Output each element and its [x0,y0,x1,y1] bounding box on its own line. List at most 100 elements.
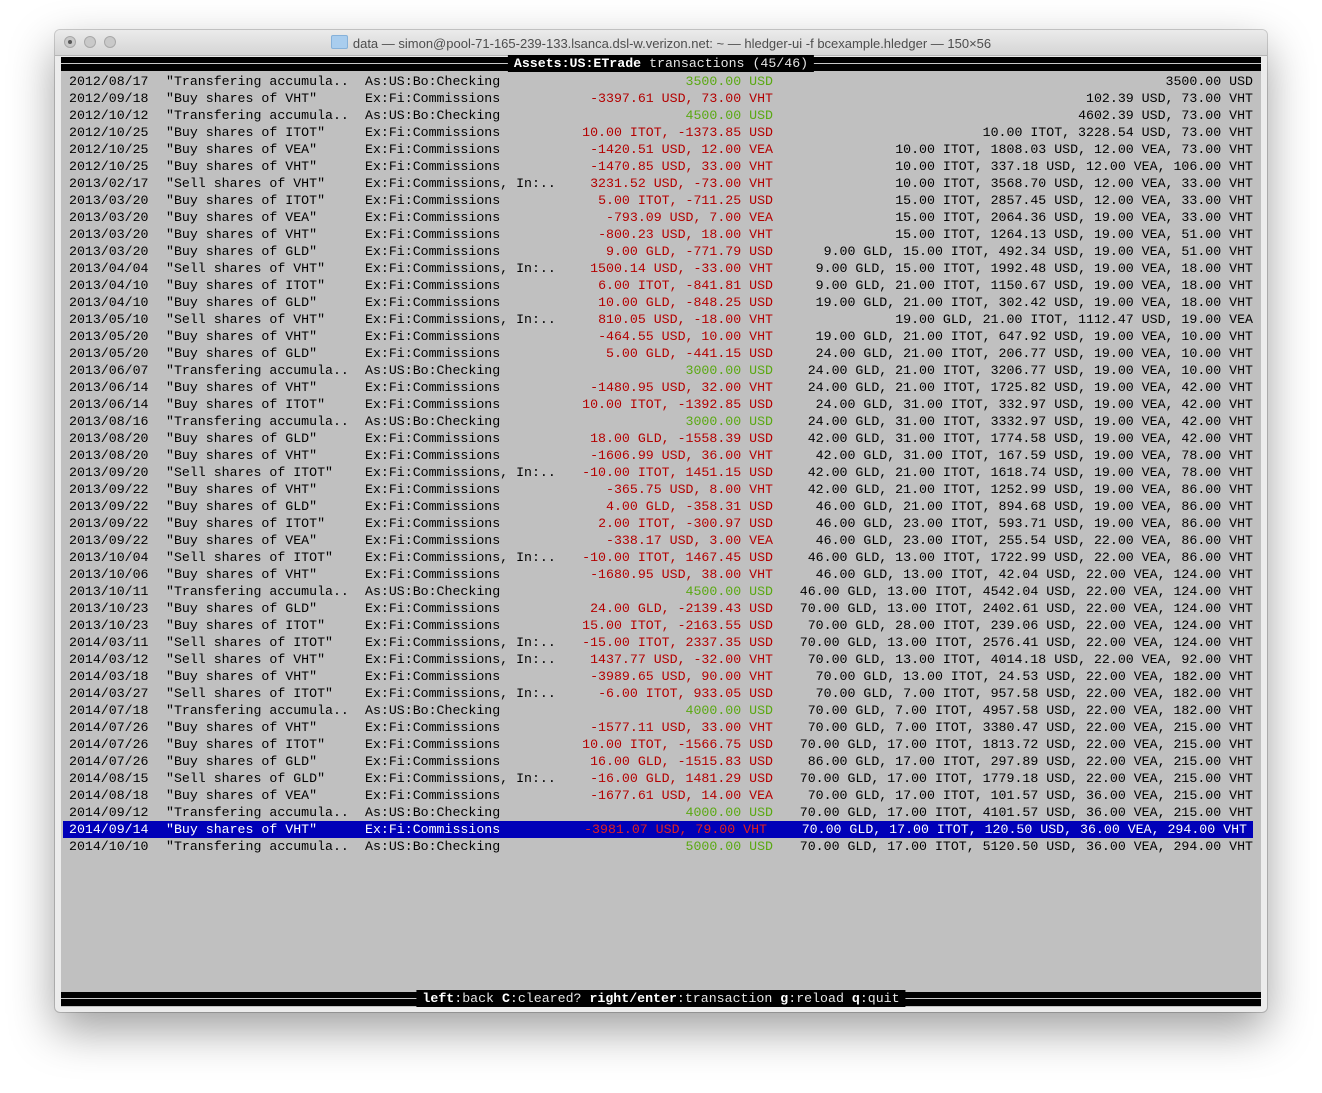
transaction-row[interactable]: 2014/08/15 "Sell shares of GLD" Ex:Fi:Comm… [61,770,1261,787]
transaction-other-accounts: Ex:Fi:Commissions, In:.. [365,465,556,480]
transaction-row[interactable]: 2013/10/23 "Buy shares of GLD" Ex:Fi:Commi… [61,600,1261,617]
transaction-other-accounts: Ex:Fi:Commissions, In:.. [365,176,556,191]
transaction-amount: -1470.85 USD, 33.00 VHT [590,159,773,174]
transaction-row[interactable]: 2013/03/20 "Buy shares of VEA" Ex:Fi:Commi… [61,209,1261,226]
running-balance: 70.00 GLD, 17.00 ITOT, 4101.57 USD, 36.0… [799,805,1253,820]
transaction-row[interactable]: 2013/04/04 "Sell shares of VHT" Ex:Fi:Comm… [61,260,1261,277]
transaction-other-accounts: Ex:Fi:Commissions [365,210,501,225]
key-action-transaction: transaction [684,991,773,1006]
transaction-row[interactable]: 2012/09/18 "Buy shares of VHT" Ex:Fi:Commi… [61,90,1261,107]
transaction-description: "Buy shares of VHT" [166,822,318,837]
zoom-button[interactable] [104,36,116,48]
running-balance: 4602.39 USD, 73.00 VHT [1078,108,1253,123]
transaction-row[interactable]: 2013/05/20 "Buy shares of VHT" Ex:Fi:Commi… [61,328,1261,345]
transaction-row[interactable]: 2013/03/20 "Buy shares of VHT" Ex:Fi:Commi… [61,226,1261,243]
transaction-row[interactable]: 2012/08/17 "Transfering accumula.. As:US:B… [61,73,1261,90]
transaction-row[interactable]: 2012/10/12 "Transfering accumula.. As:US:B… [61,107,1261,124]
transaction-date: 2013/08/20 [69,431,149,446]
transaction-row[interactable]: 2012/10/25 "Buy shares of ITOT" Ex:Fi:Comm… [61,124,1261,141]
transaction-row[interactable]: 2014/07/26 "Buy shares of ITOT" Ex:Fi:Comm… [61,736,1261,753]
transaction-amount: -1677.61 USD, 14.00 VEA [590,788,773,803]
transaction-row[interactable]: 2014/10/10 "Transfering accumula.. As:US:B… [61,838,1261,855]
key-action-back: back [462,991,494,1006]
transaction-row[interactable]: 2014/07/26 "Buy shares of VHT" Ex:Fi:Commi… [61,719,1261,736]
transaction-row[interactable]: 2013/09/22 "Buy shares of VEA" Ex:Fi:Commi… [61,532,1261,549]
transaction-row[interactable]: 2014/07/26 "Buy shares of GLD" Ex:Fi:Commi… [61,753,1261,770]
running-balance: 15.00 ITOT, 2064.36 USD, 19.00 VEA, 33.0… [895,210,1253,225]
transaction-description: "Buy shares of VHT" [166,329,318,344]
key-action-quit: quit [867,991,900,1006]
transaction-date: 2014/08/15 [69,771,149,786]
running-balance: 70.00 GLD, 17.00 ITOT, 120.50 USD, 36.00… [801,822,1247,837]
transaction-row[interactable]: 2012/10/25 "Buy shares of VHT" Ex:Fi:Commi… [61,158,1261,175]
transaction-date: 2013/05/20 [69,329,149,344]
transaction-amount: -464.55 USD, 10.00 VHT [598,329,773,344]
running-balance: 19.00 GLD, 21.00 ITOT, 647.92 USD, 19.00… [815,329,1253,344]
transaction-row[interactable]: 2013/10/23 "Buy shares of ITOT" Ex:Fi:Comm… [61,617,1261,634]
transaction-amount: 810.05 USD, -18.00 VHT [598,312,773,327]
close-button[interactable] [64,36,76,48]
transaction-row[interactable]: 2014/08/18 "Buy shares of VEA" Ex:Fi:Commi… [61,787,1261,804]
running-balance: 70.00 GLD, 17.00 ITOT, 1779.18 USD, 22.0… [799,771,1253,786]
transaction-row[interactable]: 2014/03/11 "Sell shares of ITOT" Ex:Fi:Com… [61,634,1261,651]
transaction-date: 2013/02/17 [69,176,149,191]
transaction-description: "Transfering accumula.. [166,805,349,820]
transaction-row[interactable]: 2013/10/11 "Transfering accumula.. As:US:B… [61,583,1261,600]
running-balance: 70.00 GLD, 7.00 ITOT, 4957.58 USD, 22.00… [807,703,1253,718]
transaction-row-selected[interactable]: 2014/09/14 "Buy shares of VHT" Ex:Fi:Commi… [63,821,1253,838]
transaction-row[interactable]: 2013/06/14 "Buy shares of ITOT" Ex:Fi:Comm… [61,396,1261,413]
running-balance: 3500.00 USD [1165,74,1253,89]
transaction-amount: 9.00 GLD, -771.79 USD [606,244,773,259]
transaction-row[interactable]: 2013/09/22 "Buy shares of ITOT" Ex:Fi:Comm… [61,515,1261,532]
transaction-description: "Buy shares of GLD" [166,244,318,259]
transaction-row[interactable]: 2013/05/10 "Sell shares of VHT" Ex:Fi:Comm… [61,311,1261,328]
transaction-row[interactable]: 2013/03/20 "Buy shares of ITOT" Ex:Fi:Comm… [61,192,1261,209]
transaction-row[interactable]: 2013/05/20 "Buy shares of GLD" Ex:Fi:Commi… [61,345,1261,362]
transaction-other-accounts: Ex:Fi:Commissions [365,278,501,293]
transaction-other-accounts: Ex:Fi:Commissions, In:.. [365,635,556,650]
transaction-row[interactable]: 2013/10/04 "Sell shares of ITOT" Ex:Fi:Com… [61,549,1261,566]
transaction-date: 2013/04/04 [69,261,149,276]
transaction-row[interactable]: 2013/04/10 "Buy shares of GLD" Ex:Fi:Commi… [61,294,1261,311]
transaction-row[interactable]: 2013/04/10 "Buy shares of ITOT" Ex:Fi:Comm… [61,277,1261,294]
running-balance: 24.00 GLD, 31.00 ITOT, 332.97 USD, 19.00… [815,397,1253,412]
transaction-description: "Buy shares of ITOT" [166,618,326,633]
transaction-description: "Sell shares of ITOT" [166,686,333,701]
transaction-row[interactable]: 2013/09/20 "Sell shares of ITOT" Ex:Fi:Com… [61,464,1261,481]
transaction-amount: -3981.07 USD, 79.00 VHT [584,822,767,837]
transaction-other-accounts: Ex:Fi:Commissions, In:.. [365,652,556,667]
transaction-row[interactable]: 2014/07/18 "Transfering accumula.. As:US:B… [61,702,1261,719]
transaction-row[interactable]: 2013/03/20 "Buy shares of GLD" Ex:Fi:Commi… [61,243,1261,260]
transaction-row[interactable]: 2013/08/20 "Buy shares of VHT" Ex:Fi:Commi… [61,447,1261,464]
transaction-row[interactable]: 2012/10/25 "Buy shares of VEA" Ex:Fi:Commi… [61,141,1261,158]
transaction-row[interactable]: 2013/06/07 "Transfering accumula.. As:US:B… [61,362,1261,379]
transaction-date: 2013/10/06 [69,567,149,582]
transaction-row[interactable]: 2013/09/22 "Buy shares of VHT" Ex:Fi:Commi… [61,481,1261,498]
transaction-row[interactable]: 2013/06/14 "Buy shares of VHT" Ex:Fi:Commi… [61,379,1261,396]
transaction-row[interactable]: 2014/03/27 "Sell shares of ITOT" Ex:Fi:Com… [61,685,1261,702]
transaction-other-accounts: Ex:Fi:Commissions [365,448,501,463]
transaction-row[interactable]: 2014/03/18 "Buy shares of VHT" Ex:Fi:Commi… [61,668,1261,685]
running-balance: 9.00 GLD, 15.00 ITOT, 1992.48 USD, 19.00… [815,261,1253,276]
minimize-button[interactable] [84,36,96,48]
transaction-row[interactable]: 2014/09/12 "Transfering accumula.. As:US:B… [61,804,1261,821]
transaction-row[interactable]: 2013/10/06 "Buy shares of VHT" Ex:Fi:Commi… [61,566,1261,583]
transaction-row[interactable]: 2013/02/17 "Sell shares of VHT" Ex:Fi:Comm… [61,175,1261,192]
transaction-description: "Buy shares of VHT" [166,669,318,684]
transaction-amount: 10.00 ITOT, -1566.75 USD [582,737,773,752]
transaction-other-accounts: Ex:Fi:Commissions [365,669,501,684]
transaction-other-accounts: Ex:Fi:Commissions [365,397,501,412]
transaction-row[interactable]: 2013/09/22 "Buy shares of GLD" Ex:Fi:Commi… [61,498,1261,515]
transaction-amount: -793.09 USD, 7.00 VEA [606,210,773,225]
terminal-screen[interactable]: Assets:US:ETrade transactions (45/46) 20… [61,55,1261,1007]
transaction-date: 2012/09/18 [69,91,149,106]
transaction-amount: 3000.00 USD [685,363,773,378]
transaction-other-accounts: Ex:Fi:Commissions, In:.. [365,312,556,327]
transaction-date: 2014/09/12 [69,805,149,820]
transaction-row[interactable]: 2013/08/20 "Buy shares of GLD" Ex:Fi:Commi… [61,430,1261,447]
transaction-other-accounts: Ex:Fi:Commissions [365,91,501,106]
transaction-row[interactable]: 2014/03/12 "Sell shares of VHT" Ex:Fi:Comm… [61,651,1261,668]
transaction-row[interactable]: 2013/08/16 "Transfering accumula.. As:US:B… [61,413,1261,430]
transaction-date: 2013/09/20 [69,465,149,480]
transaction-description: "Buy shares of VHT" [166,448,318,463]
